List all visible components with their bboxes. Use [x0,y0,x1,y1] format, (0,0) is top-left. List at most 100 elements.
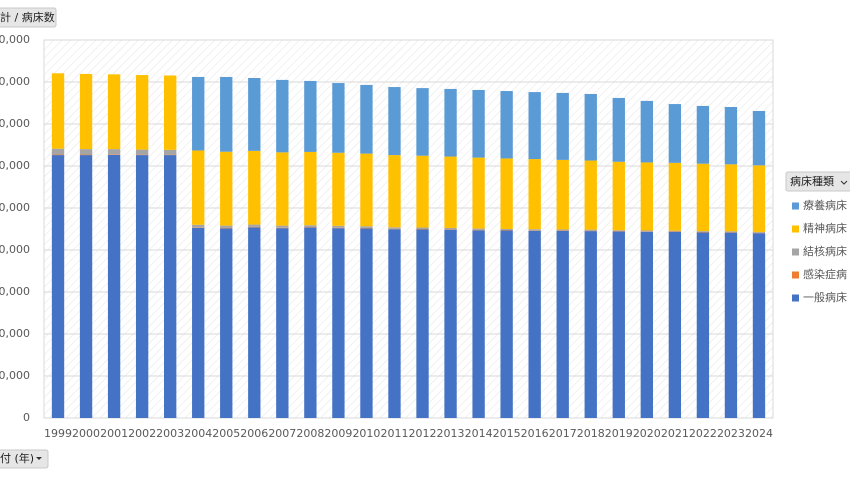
bar-segment [416,229,428,418]
bar-segment [669,104,681,163]
bar-segment [753,165,765,232]
bar-segment [248,227,260,418]
bar-segment [52,73,64,148]
bar-segment [641,101,653,163]
bar-segment [697,164,709,231]
bar-segment [725,231,737,232]
bar-segment [276,152,288,225]
bar-segment [276,226,288,228]
bar-segment [332,228,344,418]
bar-segment [136,75,148,150]
bar-segment [108,149,120,154]
bar-segment [529,92,541,159]
x-tick-label: 2013 [437,427,465,440]
y-tick-label: 0 [23,411,30,424]
bar-segment [332,153,344,226]
bar-segment [332,83,344,153]
x-tick-label: 2005 [212,427,240,440]
x-tick-label: 2004 [184,427,212,440]
legend-label: 療養病床 [803,198,847,212]
legend-title: 病床種類 [790,174,834,188]
bar-segment [529,229,541,230]
x-tick-label: 2018 [577,427,605,440]
bar-segment [360,228,372,418]
bar-segment [192,225,204,228]
legend-swatch [792,203,799,210]
bar-segment [108,155,120,418]
bar-segment [332,226,344,228]
x-tick-label: 2000 [72,427,100,440]
bar-segment [276,80,288,152]
bar-segment [360,85,372,154]
bar-segment [248,151,260,225]
bar-segment [220,228,232,418]
y-tick-label: 400,000 [0,327,30,340]
bar-segment [164,155,176,418]
bar-segment [136,150,148,155]
bar-segment [444,157,456,228]
bar-segment [304,152,316,225]
bar-segment [585,94,597,161]
bar-segment [192,150,204,224]
bar-segment [220,77,232,152]
bar-segment [697,232,709,418]
legend-swatch [792,226,799,233]
bar-segment [136,155,148,418]
bar-segment [529,159,541,229]
bar-segment [248,225,260,227]
bar-segment [276,228,288,418]
bar-segment [220,152,232,226]
bar-segment [416,156,428,228]
legend-label: 精神病床 [803,221,847,235]
bar-segment [585,231,597,418]
legend-swatch [792,272,799,279]
x-tick-label: 2002 [128,427,156,440]
x-tick-label: 2019 [605,427,633,440]
bar-segment [557,231,569,418]
x-tick-label: 2016 [521,427,549,440]
x-tick-label: 2022 [689,427,717,440]
bar-segment [164,150,176,155]
bar-segment [557,93,569,160]
legend-swatch [792,295,799,302]
bar-segment [80,155,92,156]
x-tick-label: 2014 [465,427,493,440]
bar-segment [444,228,456,229]
bar-segment [641,162,653,230]
bar-segment [753,233,765,418]
bar-segment [164,75,176,149]
bar-segment [388,87,400,155]
y-tick-label: 1,800,000 [0,33,30,46]
bar-segment [80,74,92,149]
bar-segment [52,155,64,418]
bar-segment [80,149,92,154]
bar-segment [753,111,765,165]
x-tick-label: 2024 [745,427,773,440]
bar-segment [697,106,709,164]
bar-segment [416,228,428,229]
bar-segment [585,230,597,231]
bar-segment [725,164,737,231]
legend-label: 一般病床 [803,290,847,304]
bar-segment [388,229,400,418]
x-tick-label: 2006 [240,427,268,440]
y-tick-label: 1,600,000 [0,75,30,88]
bar-segment [304,81,316,152]
bar-segment [304,228,316,418]
bar-segment [641,230,653,231]
bar-segment [669,231,681,232]
bar-segment [108,154,120,155]
bar-segment [52,155,64,156]
x-tick-label: 2015 [493,427,521,440]
bar-segment [192,228,204,418]
bar-segment [613,232,625,418]
bar-segment [360,154,372,227]
bar-segment [641,232,653,418]
x-tick-label: 2001 [100,427,128,440]
x-tick-label: 2021 [661,427,689,440]
legend-label: 感染症病 [803,267,847,281]
bar-segment [472,229,484,230]
bar-segment [557,229,569,230]
plot-area [44,40,773,418]
